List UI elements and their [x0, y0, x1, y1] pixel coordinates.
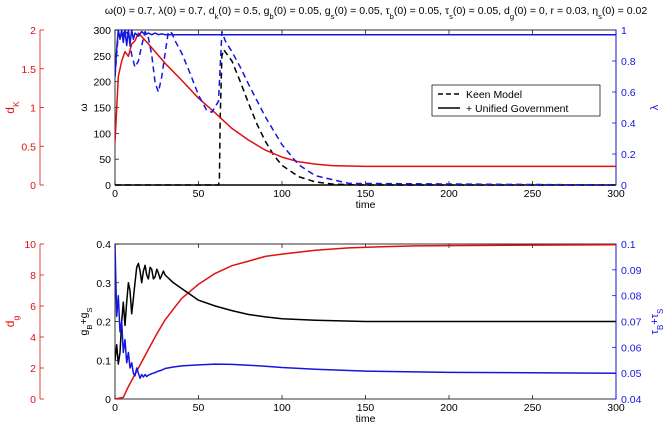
top-chart-plot: 0 50 100 150 200 250 300time050100150200250300… [3, 25, 661, 211]
x-tick-label: 300 [607, 402, 625, 414]
left-outer-tick-label: 10 [24, 239, 36, 251]
right-tick-label: 0.6 [621, 87, 636, 99]
x-tick-label: 50 [193, 188, 205, 200]
left-outer-tick-label: 2 [30, 363, 36, 375]
right-tick-label: 0.07 [621, 317, 642, 329]
left-inner-tick-label: 150 [93, 103, 111, 115]
x-tick-label: 300 [607, 188, 625, 200]
chart-title: ω(0) = 0.7, λ(0) = 0.7, dk(0) = 0.5, gb(… [105, 5, 648, 21]
right-tick-label: 0.2 [621, 149, 636, 161]
left-inner-tick-label: 0.4 [96, 239, 111, 251]
series-line-blue-solid [115, 29, 616, 77]
left-outer-tick-label: 4 [30, 332, 36, 344]
x-tick-label: 0 [112, 402, 118, 414]
right-axis-label: λ [649, 104, 661, 110]
left-outer-tick-label: 8 [30, 270, 36, 282]
x-tick-label: 200 [440, 402, 458, 414]
x-tick-label: 150 [357, 402, 375, 414]
x-tick-label: 100 [273, 402, 291, 414]
right-tick-label: 0.8 [621, 56, 636, 68]
left-outer-tick-label: 6 [30, 301, 36, 313]
left-outer-tick-label: 0 [30, 180, 36, 192]
series-line-blue-dashed [115, 29, 616, 186]
x-axis-label: time [356, 199, 376, 211]
x-tick-label: 250 [524, 188, 542, 200]
left-outer-tick-label: 0 [30, 394, 36, 406]
legend-box [431, 84, 601, 117]
left-inner-tick-label: 200 [93, 77, 111, 89]
right-tick-label: 0.09 [621, 265, 642, 277]
left-outer-tick-label: 0.5 [21, 141, 36, 153]
right-tick-label: 0.06 [621, 342, 642, 354]
left-inner-tick-label: 300 [93, 25, 111, 37]
legend-label: + Unified Government [466, 103, 569, 115]
left-inner-tick-label: 50 [99, 154, 111, 166]
right-tick-label: 0.1 [621, 239, 636, 251]
left-inner-tick-label: 0 [105, 394, 111, 406]
left-outer-tick-label: 1.5 [21, 64, 36, 76]
right-tick-label: 0.4 [621, 118, 636, 130]
x-tick-label: 50 [193, 402, 205, 414]
series-line-red-solid [115, 32, 616, 168]
right-tick-label: 0 [621, 180, 627, 192]
series-line-blue-solid [115, 243, 616, 380]
left-inner-tick-label: 250 [93, 51, 111, 63]
series-line-black-solid [115, 262, 616, 365]
left-inner-tick-label: 0.1 [96, 355, 111, 367]
x-tick-label: 0 [112, 188, 118, 200]
series-line-black-dashed [115, 48, 616, 186]
x-tick-label: 150 [357, 188, 375, 200]
left-outer-tick-label: 2 [30, 25, 36, 37]
left-inner-tick-label: 0.2 [96, 317, 111, 329]
x-tick-label: 100 [273, 188, 291, 200]
x-axis-label: time [356, 413, 376, 425]
right-tick-label: 0.08 [621, 291, 642, 303]
right-axis-label: τB+τS [649, 309, 665, 335]
left-outer-tick-label: 1 [30, 103, 36, 115]
x-tick-label: 250 [524, 402, 542, 414]
left-inner-tick-label: 0.3 [96, 278, 111, 290]
bottom-chart-plot: 0 50 100 150 200 250 300time00.10.20.30.4gB+gS… [3, 239, 665, 425]
x-tick-label: 200 [440, 188, 458, 200]
left-inner-axis-label: ω [78, 103, 90, 111]
left-inner-tick-label: 0 [105, 180, 111, 192]
left-outer-axis-label: dK [3, 101, 21, 114]
legend-label: Keen Model [466, 89, 522, 101]
left-inner-axis-label: gB+gS [78, 308, 94, 336]
right-tick-label: 0.04 [621, 394, 642, 406]
left-inner-tick-label: 100 [93, 128, 111, 140]
right-tick-label: 0.05 [621, 368, 642, 380]
right-tick-label: 1 [621, 25, 627, 37]
left-outer-axis-label: dg [3, 316, 21, 328]
